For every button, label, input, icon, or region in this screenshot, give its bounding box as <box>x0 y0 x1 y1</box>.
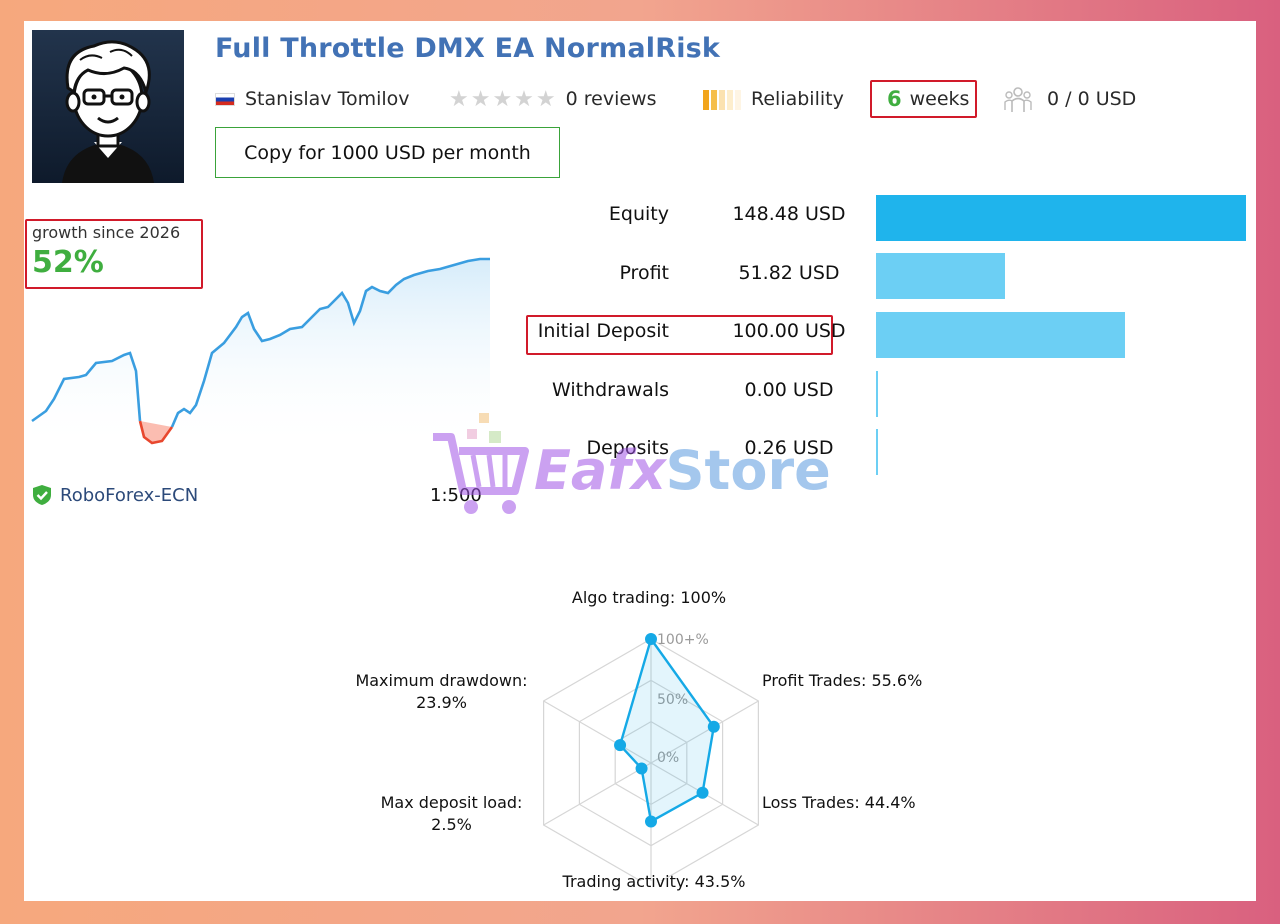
radar-axis-label-line: Loss Trades: 44.4% <box>762 793 916 812</box>
reliability-label: Reliability <box>751 88 844 110</box>
rating-stars-icon: ★★★★★ <box>449 86 558 112</box>
subscribers-row: 0 / 0 USD <box>1003 84 1136 114</box>
fin-row-equity: Equity 148.48 USD <box>504 195 864 235</box>
verified-shield-icon <box>33 485 51 505</box>
fin-row-deposits: Deposits 0.26 USD <box>504 429 864 469</box>
radar-scale-label: 0% <box>657 750 679 766</box>
radar-axis-line <box>543 700 652 764</box>
reviews-row[interactable]: ★★★★★ 0 reviews <box>449 84 657 114</box>
fin-value: 51.82 USD <box>738 262 840 284</box>
avatar-illustration <box>62 40 154 183</box>
fin-label: Deposits <box>586 437 669 459</box>
reviews-count[interactable]: 0 reviews <box>565 88 657 110</box>
eafx-store-watermark-logo <box>433 413 529 514</box>
author-name[interactable]: Stanislav Tomilov <box>245 88 410 110</box>
radar-axis-label: Algo trading: 100% <box>569 587 729 609</box>
weeks-number: 6 <box>887 87 902 111</box>
radar-point[interactable] <box>707 720 720 733</box>
signal-card: Full Throttle DMX EA NormalRisk Stanisla… <box>24 21 1256 901</box>
radar-axis-label: Profit Trades: 55.6% <box>762 670 952 692</box>
radar-axis-label-value: 2.5% <box>431 815 472 834</box>
weeks-unit: weeks <box>909 88 970 110</box>
growth-chart[interactable] <box>24 251 494 451</box>
fin-label: Initial Deposit <box>537 320 669 342</box>
radar-point[interactable] <box>645 815 657 828</box>
financial-bar <box>876 312 1125 358</box>
reliability-bars-icon <box>703 88 743 110</box>
fin-value: 0.26 USD <box>744 437 834 459</box>
watermark-text: EafxStore <box>534 439 831 502</box>
radar-chart[interactable]: 100+% 50% 0% <box>524 581 784 881</box>
author-avatar[interactable] <box>32 30 184 183</box>
radar-axis-line <box>543 762 652 826</box>
radar-point[interactable] <box>696 786 709 799</box>
fin-value: 0.00 USD <box>744 379 834 401</box>
broker-row[interactable]: RoboForex-ECN <box>32 484 198 506</box>
growth-highlight-box <box>25 219 203 289</box>
fin-label: Equity <box>608 203 669 225</box>
radar-scale-label: 50% <box>657 692 688 708</box>
watermark-brand-b: Store <box>665 439 831 502</box>
financial-bar <box>876 429 878 475</box>
weeks-row: 6 weeks <box>887 84 969 114</box>
financial-bar <box>876 195 1246 241</box>
radar-point[interactable] <box>614 739 627 752</box>
growth-label: growth since 2026 <box>32 223 181 242</box>
fin-row-withdrawals: Withdrawals 0.00 USD <box>504 371 864 411</box>
radar-axis-label-line: Profit Trades: 55.6% <box>762 671 923 690</box>
fin-label: Profit <box>619 262 669 284</box>
radar-axis-label-value: 23.9% <box>416 693 467 712</box>
radar-point[interactable] <box>645 633 657 645</box>
radar-axis-label: Loss Trades: 44.4% <box>762 792 952 814</box>
reliability-row: Reliability <box>703 84 844 114</box>
fin-row-profit: Profit 51.82 USD <box>504 254 864 294</box>
russia-flag-icon <box>215 92 235 106</box>
fin-label: Withdrawals <box>551 379 669 401</box>
fin-row-initial-deposit: Initial Deposit 100.00 USD <box>504 312 864 352</box>
watermark-brand-a: Eafx <box>534 439 666 502</box>
radar-axis-line <box>650 700 759 764</box>
financial-bar <box>876 371 878 417</box>
radar-axis-label: Max deposit load: 2.5% <box>364 792 539 836</box>
radar-axis-label-line: Algo trading: 100% <box>571 588 727 607</box>
signal-title[interactable]: Full Throttle DMX EA NormalRisk <box>215 33 721 64</box>
fin-value: 148.48 USD <box>732 203 846 225</box>
author-row[interactable]: Stanislav Tomilov <box>215 84 410 114</box>
subscribers-value: 0 / 0 USD <box>1047 88 1137 110</box>
subscribers-icon <box>1004 87 1032 112</box>
radar-axis-label-line: Max deposit load: <box>380 793 523 812</box>
radar-scale-label: 100+% <box>657 632 709 648</box>
weeks-highlight-box <box>870 80 977 118</box>
deposit-highlight-box <box>526 315 833 355</box>
broker-name[interactable]: RoboForex-ECN <box>60 484 199 506</box>
fin-value: 100.00 USD <box>732 320 846 342</box>
copy-signal-button[interactable]: Copy for 1000 USD per month <box>215 127 560 178</box>
radar-axis-label-line: Maximum drawdown: <box>355 671 528 690</box>
radar-axis-label: Maximum drawdown: 23.9% <box>344 670 539 714</box>
growth-value: 52% <box>32 245 104 280</box>
radar-axis-label: Trading activity: 43.5% <box>549 871 759 893</box>
radar-axis-label-line: Trading activity: 43.5% <box>562 872 746 891</box>
financial-bar <box>876 253 1005 299</box>
radar-point[interactable] <box>635 762 648 775</box>
